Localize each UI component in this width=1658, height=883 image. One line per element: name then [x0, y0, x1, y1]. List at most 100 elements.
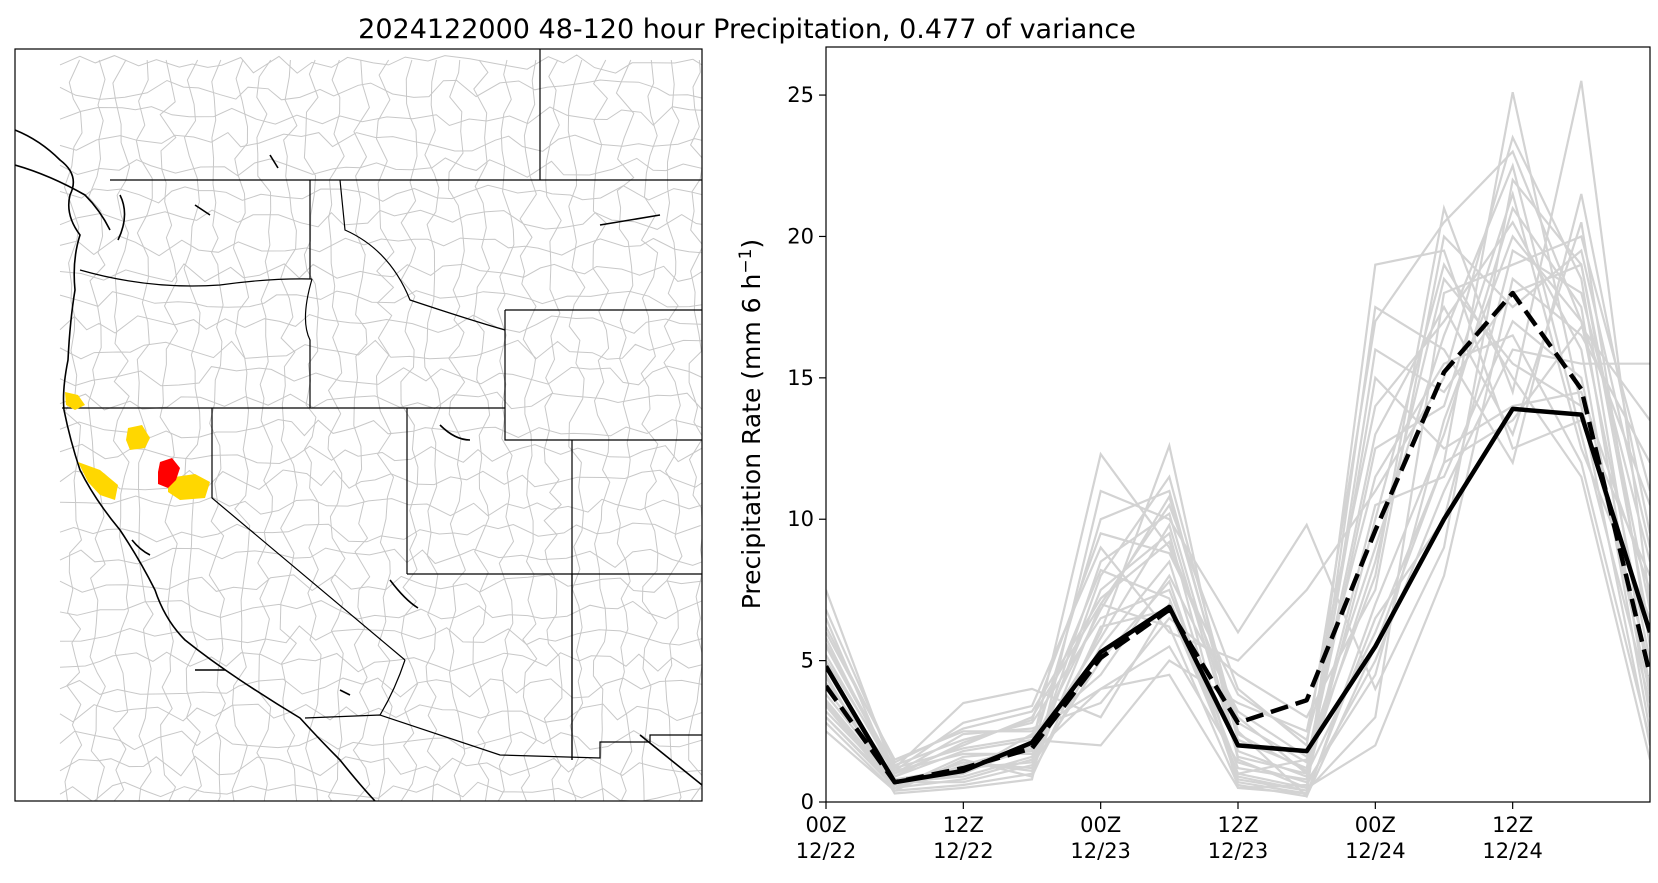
basin-line — [615, 59, 635, 801]
ensemble-line-20 — [826, 234, 1650, 784]
x-tick-label: 12/24 — [1345, 839, 1406, 863]
x-tick-label: 12Z — [1217, 813, 1258, 837]
y-tick-label: 25 — [787, 83, 814, 107]
basin-line — [59, 313, 702, 334]
map-background — [15, 49, 702, 801]
dashed-series-line — [826, 290, 1650, 785]
y-tick-label: 0 — [801, 790, 814, 814]
y-axis-ticks: 0 5 10 15 20 25 — [787, 83, 826, 814]
basin-line — [59, 703, 702, 723]
ensemble-line-9 — [826, 220, 1650, 778]
basin-line — [59, 106, 702, 127]
basin-line — [159, 59, 179, 801]
x-tick-label: 12/22 — [796, 839, 857, 863]
x-tick-label: 12/23 — [1070, 839, 1131, 863]
basin-line — [59, 469, 702, 491]
solid-series-line — [826, 406, 1650, 785]
map-panel — [14, 48, 703, 802]
basin-line — [59, 184, 702, 204]
basin-line — [183, 59, 202, 801]
ensemble-line-16 — [826, 276, 1650, 792]
x-tick-label: 12Z — [943, 813, 984, 837]
x-tick-label: 12/24 — [1482, 839, 1543, 863]
basin-line — [59, 79, 702, 101]
basin-line — [59, 651, 702, 673]
basin-line — [59, 495, 702, 517]
basin-line — [59, 209, 702, 230]
highlighted-basins — [65, 392, 210, 500]
x-tick-label: 00Z — [805, 813, 846, 837]
ensemble-line-2 — [826, 249, 1650, 790]
y-tick-label: 5 — [801, 649, 814, 673]
ensemble-line-10 — [826, 348, 1650, 790]
mean-lines — [826, 290, 1650, 785]
figure-title: 2024122000 48-120 hour Precipitation, 0.… — [358, 14, 1136, 45]
basin-line — [59, 365, 702, 387]
ensemble-line-7 — [826, 235, 1650, 792]
basin-line — [59, 263, 702, 283]
basin-line — [59, 781, 702, 801]
basin-line — [327, 59, 346, 801]
map-frame — [14, 48, 703, 802]
basin-line — [59, 391, 702, 411]
basin-line — [519, 59, 538, 801]
basin-line — [497, 59, 515, 801]
basin-line — [59, 522, 701, 543]
basin-line — [640, 59, 659, 801]
x-tick-label: 00Z — [1080, 813, 1121, 837]
x-tick-label: 12/23 — [1208, 839, 1269, 863]
ensemble-line-24 — [826, 325, 1650, 798]
ensemble-line-12 — [826, 190, 1650, 790]
ensemble-line-15 — [826, 162, 1650, 787]
coastline — [15, 129, 702, 801]
basin-line — [59, 418, 702, 439]
ensemble-line-4 — [826, 177, 1650, 795]
basin-line — [567, 59, 586, 801]
basin-line — [87, 59, 106, 801]
basin-line — [543, 59, 563, 801]
x-tick-label: 00Z — [1355, 813, 1396, 837]
basin-line — [592, 59, 611, 801]
y-axis-label: Precipitation Rate (mm 6 h−1) — [736, 239, 766, 609]
basin-red-feather-river — [158, 458, 180, 488]
basin-line — [208, 59, 226, 801]
basin-line — [256, 59, 273, 801]
ensemble-member-lines — [826, 80, 1650, 799]
x-tick-label: 12/22 — [933, 839, 994, 863]
basin-line — [688, 59, 702, 801]
state-boundaries — [62, 49, 702, 760]
ensemble-line-18 — [826, 248, 1650, 795]
basin-line — [59, 677, 702, 699]
basin-line — [59, 235, 702, 257]
basin-gold-russian-river — [78, 462, 118, 500]
basin-line — [279, 59, 298, 801]
ensemble-line-8 — [826, 134, 1650, 773]
basin-line — [663, 59, 683, 801]
basin-line — [59, 443, 702, 465]
ensemble-line-19 — [826, 334, 1650, 779]
basin-line — [59, 131, 702, 152]
basin-gold-american-river — [168, 474, 210, 500]
y-tick-label: 10 — [787, 507, 814, 531]
ensemble-line-0 — [826, 149, 1650, 776]
basin-line — [59, 730, 702, 751]
basin-line — [303, 59, 322, 801]
y-tick-label: 15 — [787, 366, 814, 390]
basin-boundaries — [59, 54, 702, 801]
x-tick-label: 12Z — [1492, 813, 1533, 837]
basin-line — [59, 157, 702, 178]
basin-line — [59, 600, 702, 620]
basin-line — [59, 755, 702, 777]
basin-line — [63, 59, 83, 801]
ensemble-line-13 — [826, 234, 1650, 776]
basin-gold-north-coast — [65, 392, 85, 410]
basin-line — [400, 59, 419, 801]
basin-line — [59, 54, 702, 74]
x-axis-ticks: 00Z12/2212Z12/2200Z12/2312Z12/2300Z12/24… — [796, 802, 1543, 863]
basin-line — [423, 59, 442, 801]
ensemble-line-21 — [826, 276, 1650, 790]
basin-gold-upper-sacramento — [126, 425, 150, 450]
basin-line — [231, 59, 251, 801]
